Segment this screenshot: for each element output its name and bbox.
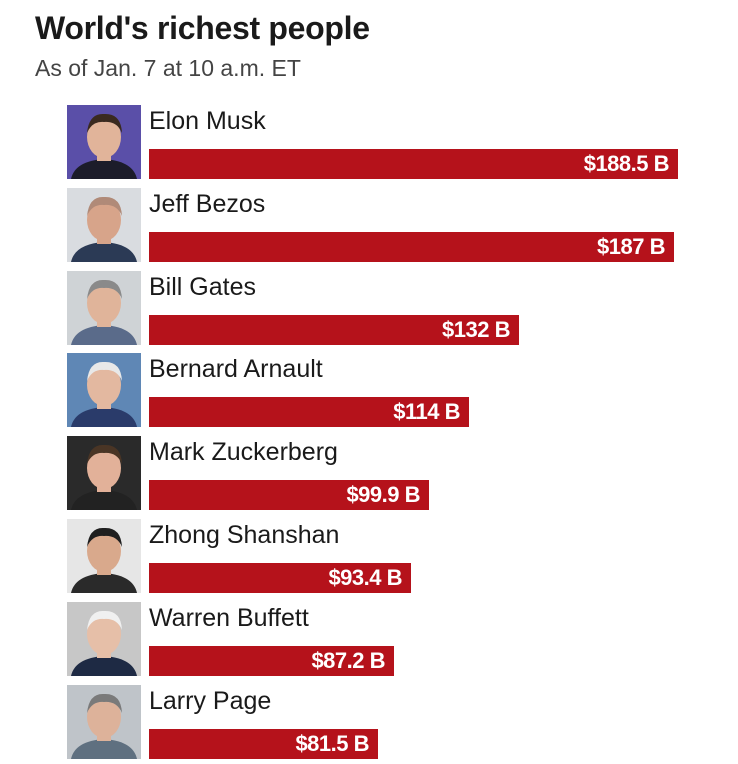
portrait-jeff-bezos-icon [67, 187, 141, 262]
bar-row: Larry Page $81.5 B [0, 684, 738, 763]
bar: $187 B [149, 231, 674, 262]
bar-category-label: Bill Gates [149, 272, 256, 301]
bar: $93.4 B [149, 563, 411, 593]
bar-row: Mark Zuckerberg $99.9 B [0, 436, 738, 514]
bar-row: Elon Musk $188.5 B [0, 105, 738, 183]
bar: $87.2 B [149, 645, 394, 676]
portrait-larry-page-icon [67, 684, 141, 759]
bar-value-label: $99.9 B [346, 482, 420, 508]
chart-subtitle: As of Jan. 7 at 10 a.m. ET [35, 55, 301, 81]
chart-title: World's richest people [35, 10, 370, 46]
bar-value-label: $114 B [393, 399, 460, 425]
bar-category-label: Elon Musk [149, 107, 266, 135]
bar-row: Bernard Arnault $114 B [0, 353, 738, 431]
bar: $114 B [149, 397, 469, 428]
portrait-zhong-shanshan-icon [67, 519, 141, 593]
bar: $81.5 B [149, 728, 378, 759]
bar-category-label: Mark Zuckerberg [149, 438, 338, 467]
bar: $132 B [149, 314, 519, 345]
bar-value-label: $81.5 B [295, 730, 369, 756]
portrait-bernard-arnault-icon [67, 353, 141, 428]
bar-row: Jeff Bezos $187 B [0, 187, 738, 266]
bar: $99.9 B [149, 480, 429, 511]
bar-row: Bill Gates $132 B [0, 270, 738, 349]
bar-category-label: Larry Page [149, 686, 272, 715]
portrait-elon-musk-icon [67, 105, 141, 179]
bar-value-label: $187 B [597, 233, 665, 259]
bar-value-label: $132 B [442, 316, 510, 342]
bar: $188.5 B [149, 149, 678, 179]
bar-value-label: $188.5 B [583, 151, 670, 176]
bar-row: Zhong Shanshan $93.4 B [0, 519, 738, 597]
bar-row: Warren Buffett $87.2 B [0, 601, 738, 680]
bar-category-label: Jeff Bezos [149, 189, 266, 218]
portrait-mark-zuckerberg-icon [67, 436, 141, 511]
bar-value-label: $87.2 B [311, 647, 385, 673]
bar-category-label: Bernard Arnault [149, 355, 323, 384]
bar-category-label: Warren Buffett [149, 603, 309, 632]
portrait-bill-gates-icon [67, 270, 141, 345]
bar-category-label: Zhong Shanshan [149, 521, 340, 549]
portrait-warren-buffett-icon [67, 601, 141, 676]
bar-value-label: $93.4 B [328, 565, 402, 590]
